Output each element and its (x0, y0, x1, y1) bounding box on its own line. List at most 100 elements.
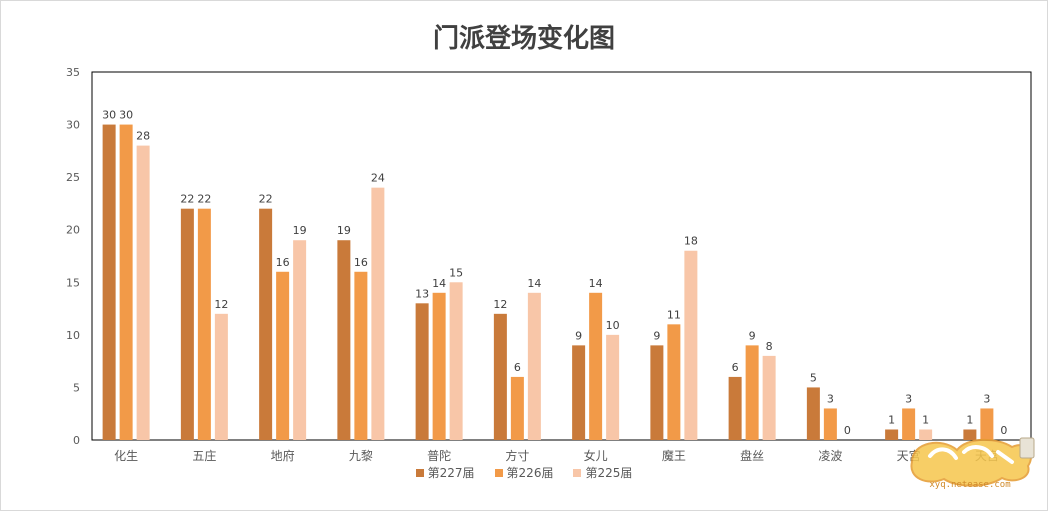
bar (449, 282, 463, 440)
x-tick-label: 五庄 (192, 448, 216, 463)
legend-label: 第227届 (427, 466, 475, 480)
watermark-url: xyq.netease.com (929, 480, 1010, 490)
data-label: 12 (493, 298, 507, 311)
data-label: 28 (136, 130, 150, 143)
data-label: 10 (606, 319, 620, 332)
data-label: 18 (684, 235, 698, 248)
bar (493, 313, 507, 440)
bar (527, 292, 541, 440)
data-label: 3 (827, 392, 834, 405)
legend-label: 第226届 (506, 466, 554, 480)
data-label: 0 (844, 424, 851, 437)
y-tick-label: 20 (66, 224, 80, 237)
bar (119, 124, 133, 441)
data-label: 3 (983, 392, 990, 405)
legend-label: 第225届 (585, 466, 633, 480)
bar (919, 429, 933, 440)
data-label: 14 (589, 277, 603, 290)
y-tick-label: 35 (66, 66, 80, 79)
data-label: 11 (667, 308, 681, 321)
data-label: 22 (259, 193, 273, 206)
data-label: 19 (337, 224, 351, 237)
x-tick-label: 化生 (114, 449, 138, 463)
chart-title: 门派登场变化图 (432, 24, 615, 54)
bar (276, 271, 290, 440)
data-label: 14 (432, 277, 446, 290)
bar (762, 355, 776, 440)
legend-item: 第227届 (415, 464, 475, 481)
y-axis-ticks: 0 5 10 15 20 25 30 35 (66, 66, 80, 447)
legend-item: 第226届 (494, 464, 554, 481)
bar (572, 345, 586, 440)
data-label: 12 (214, 298, 228, 311)
bar (197, 208, 211, 440)
data-label: 22 (180, 193, 194, 206)
plot-area-border (91, 71, 1032, 441)
data-label: 30 (102, 109, 116, 122)
data-label: 16 (354, 256, 368, 269)
bar (354, 271, 368, 440)
y-tick-label: 5 (73, 381, 80, 394)
data-label: 9 (575, 329, 582, 342)
bar (606, 334, 620, 440)
bar (293, 240, 307, 440)
data-label: 1 (966, 413, 973, 426)
data-label: 13 (415, 287, 429, 300)
bar (589, 292, 603, 440)
bar (432, 292, 446, 440)
data-label: 15 (449, 266, 463, 279)
y-tick-label: 15 (66, 276, 80, 289)
bar (102, 124, 116, 441)
data-label: 1 (888, 413, 895, 426)
bar (963, 429, 977, 440)
data-label: 6 (732, 361, 739, 374)
data-label: 30 (119, 109, 133, 122)
x-tick-label: 魔王 (662, 448, 686, 463)
data-label: 9 (653, 329, 660, 342)
game-logo-watermark: xyq.netease.com (910, 437, 1035, 490)
bar (667, 324, 681, 440)
bar (371, 187, 385, 440)
bar (180, 208, 194, 440)
data-label: 3 (905, 392, 912, 405)
bar (902, 408, 916, 440)
bar (415, 303, 429, 440)
chart-bars (102, 124, 994, 441)
legend-swatch (494, 468, 503, 477)
chart-axes (91, 71, 1032, 441)
y-tick-label: 25 (66, 171, 80, 184)
x-tick-label: 地府 (271, 448, 295, 463)
bar (980, 408, 994, 440)
x-tick-label: 普陀 (427, 448, 451, 463)
bar (510, 376, 524, 440)
bar (885, 429, 899, 440)
bar (214, 313, 228, 440)
legend-swatch (573, 468, 582, 477)
bar (650, 345, 664, 440)
legend-swatch (415, 468, 424, 477)
bar (728, 376, 742, 440)
x-tick-label: 凌波 (818, 449, 842, 463)
bar (259, 208, 273, 440)
data-label: 19 (293, 224, 307, 237)
x-tick-label: 女儿 (584, 448, 608, 463)
data-label: 14 (527, 277, 541, 290)
x-tick-label: 盘丝 (740, 448, 764, 463)
data-label: 9 (749, 329, 756, 342)
y-tick-label: 30 (66, 119, 80, 132)
y-tick-label: 0 (73, 434, 80, 447)
data-label: 5 (810, 371, 817, 384)
bar (806, 387, 820, 440)
data-label: 0 (1000, 424, 1007, 437)
legend: 第227届 第226届 第225届 (0, 464, 1048, 481)
data-label: 16 (276, 256, 290, 269)
data-label: 22 (197, 193, 211, 206)
y-tick-label: 10 (66, 329, 80, 342)
data-label: 1 (922, 413, 929, 426)
x-tick-label: 九黎 (349, 449, 373, 463)
bar (745, 345, 759, 440)
x-tick-label: 方寸 (505, 448, 529, 463)
data-label: 24 (371, 172, 385, 185)
